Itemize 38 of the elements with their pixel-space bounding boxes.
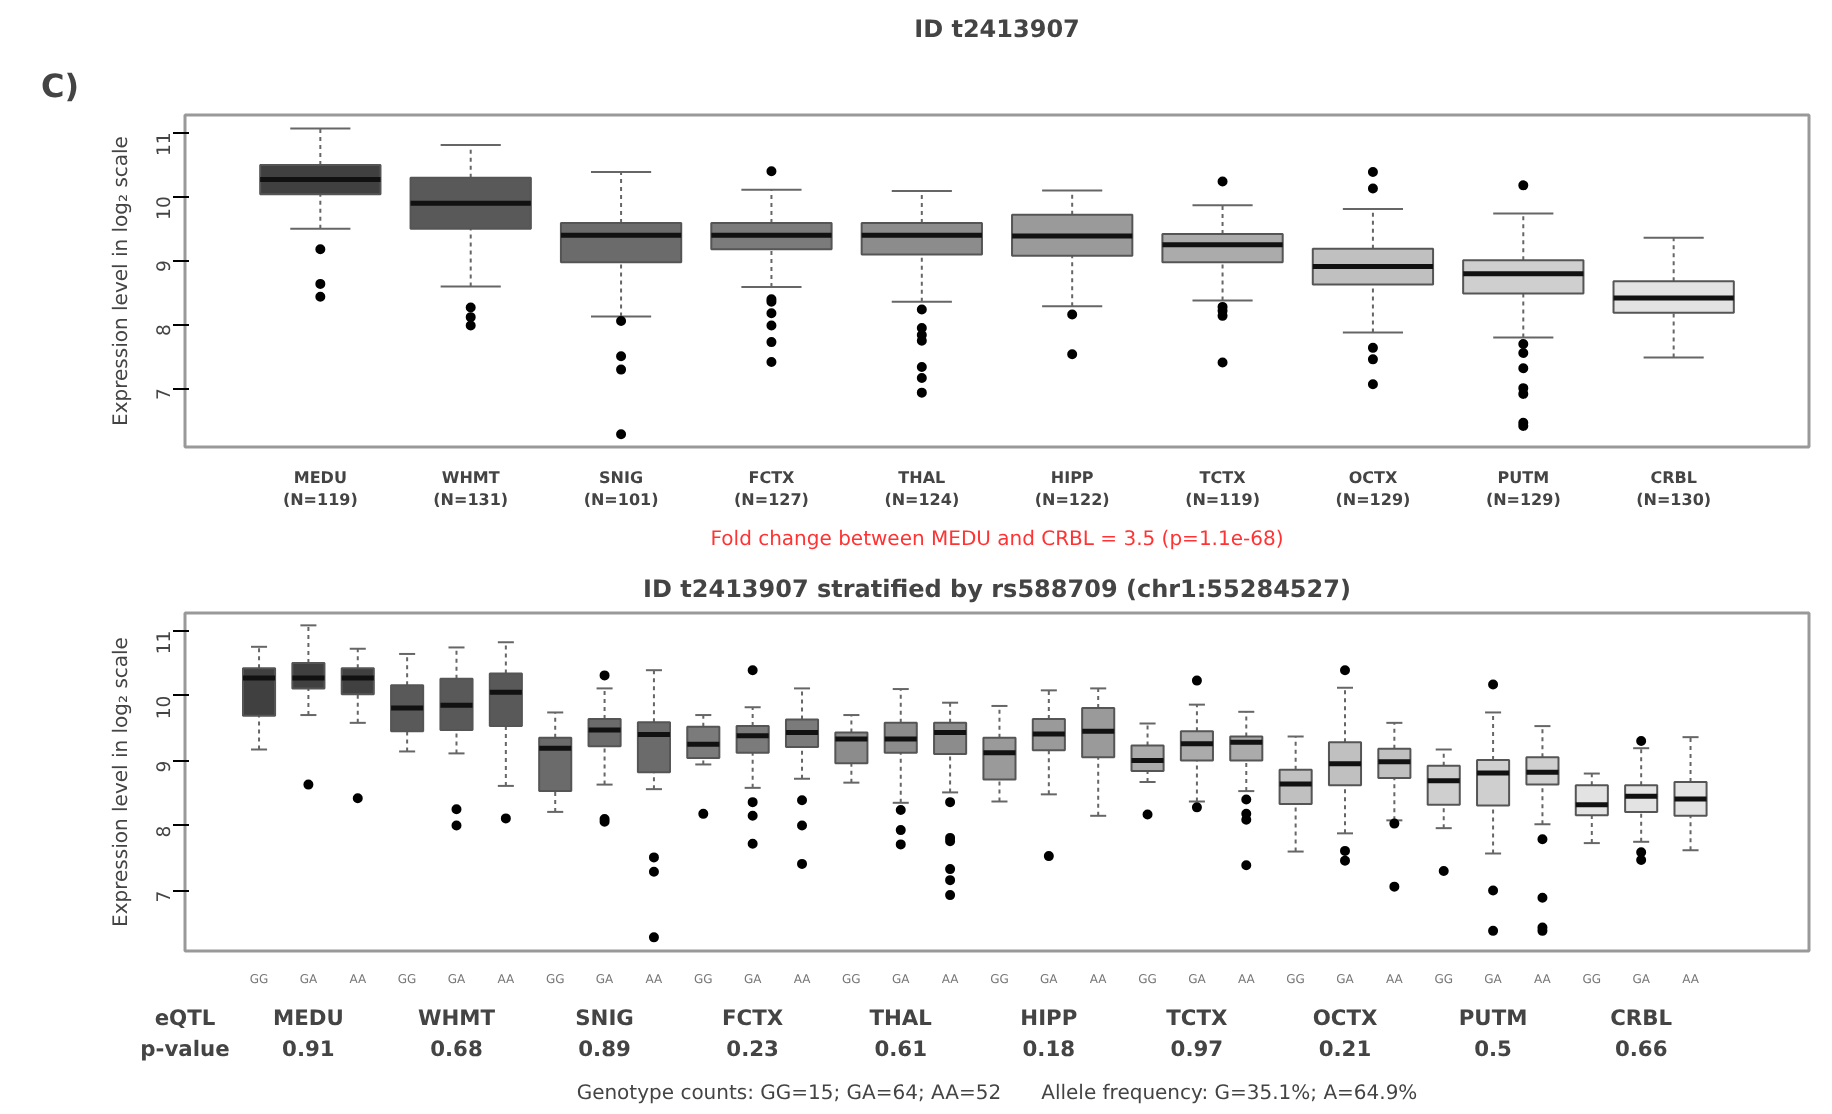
text: HIPP 0.18 <box>1020 1005 1078 1063</box>
y-tick-label: 7 <box>154 388 176 401</box>
x-tick-label: THAL (N=124) <box>884 469 960 509</box>
x-tick-label: SNIG (N=101) <box>583 469 659 509</box>
x-tick-label: FCTX (N=127) <box>734 469 809 509</box>
x-tick-label: PUTM (N=129) <box>1485 469 1561 509</box>
text: THAL 0.61 <box>869 1005 933 1063</box>
x-tick-label: HIPP (N=122) <box>1034 469 1110 509</box>
x-tick-label: OCTX (N=129) <box>1335 469 1411 509</box>
y-tick-label: 10 <box>154 695 176 720</box>
x-tick-label: MEDU (N=119) <box>282 469 358 509</box>
text: Genotype counts: GG=15; GA=64; AA=52 Allele frequency: G=35.1%; A=64.9% <box>576 1083 1418 1105</box>
text: PUTM 0.5 <box>1458 1005 1528 1063</box>
text: eQTL p-value <box>140 1005 230 1063</box>
chart-title: ID t2413907 stratified by rs588709 (chr1:55284527) <box>643 575 1351 603</box>
y-axis-title: Expression level in log₂ scale <box>111 136 133 426</box>
y-axis-title: Expression level in log₂ scale <box>111 637 133 927</box>
text: WHMT 0.68 <box>417 1005 497 1063</box>
y-tick-label: 11 <box>154 132 176 157</box>
y-tick-label: 7 <box>154 890 176 903</box>
text: TCTX 0.97 <box>1166 1005 1228 1063</box>
text: OCTX 0.21 <box>1312 1005 1378 1063</box>
y-tick-label: 8 <box>154 324 176 337</box>
text: Fold change between MEDU and CRBL = 3.5 (p=1.1e-68) <box>710 529 1284 551</box>
chart-title: ID t2413907 <box>914 15 1080 43</box>
text: MEDU 0.91 <box>273 1005 344 1063</box>
y-tick-label: 11 <box>154 630 176 655</box>
y-tick-label: 10 <box>154 196 176 220</box>
y-tick-label: 9 <box>154 760 176 773</box>
text: C) <box>41 67 80 105</box>
text: FCTX 0.23 <box>722 1005 784 1063</box>
y-tick-label: 9 <box>154 260 176 273</box>
y-tick-label: 8 <box>154 825 176 838</box>
text: CRBL 0.66 <box>1610 1005 1673 1063</box>
x-tick-label: TCTX (N=119) <box>1185 469 1260 509</box>
text: SNIG 0.89 <box>575 1005 634 1063</box>
x-tick-label: WHMT (N=131) <box>433 469 509 509</box>
x-tick-label: CRBL (N=130) <box>1636 469 1712 509</box>
